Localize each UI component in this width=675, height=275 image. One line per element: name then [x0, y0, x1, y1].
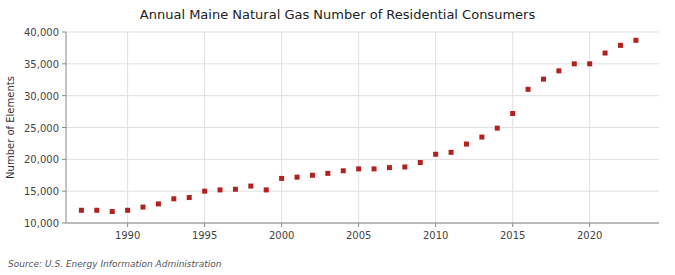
tick [62, 159, 66, 160]
point [94, 208, 99, 213]
tick [62, 191, 66, 192]
tick-label: 25,000 [24, 123, 59, 134]
tick [62, 63, 66, 64]
points [79, 38, 638, 214]
tick [62, 32, 66, 33]
point [171, 196, 176, 201]
grid-line [204, 32, 205, 223]
grid-line [66, 191, 659, 192]
point [479, 135, 484, 140]
tick-label: 1990 [115, 230, 140, 241]
grid-line [127, 32, 128, 223]
point [387, 165, 392, 170]
tick-label: 35,000 [24, 59, 59, 70]
tick-label: 10,000 [24, 218, 59, 229]
tick [589, 223, 590, 227]
grid-line [66, 159, 659, 160]
grid [66, 32, 659, 223]
grid-line [66, 32, 659, 33]
tick-label: 2015 [500, 230, 525, 241]
point [433, 152, 438, 157]
point [633, 38, 638, 43]
point [233, 187, 238, 192]
tick [62, 95, 66, 96]
point [295, 175, 300, 180]
point [279, 176, 284, 181]
point [572, 61, 577, 66]
tick-label: 2000 [269, 230, 294, 241]
point [79, 208, 84, 213]
grid-line [589, 32, 590, 223]
point [541, 77, 546, 82]
grid-line [66, 63, 659, 64]
point [356, 166, 361, 171]
axis-label: Number of Elements [5, 76, 16, 179]
point [510, 111, 515, 116]
tick-label: 2005 [346, 230, 371, 241]
grid-line [66, 95, 659, 96]
point [449, 150, 454, 155]
point [603, 51, 608, 56]
tick-label: 40,000 [24, 27, 59, 38]
y-axis [66, 32, 67, 223]
tick [435, 223, 436, 227]
point [341, 168, 346, 173]
point [587, 61, 592, 66]
point [156, 201, 161, 206]
point [264, 187, 269, 192]
grid-line [358, 32, 359, 223]
point [202, 189, 207, 194]
point [218, 187, 223, 192]
tick [281, 223, 282, 227]
point [248, 184, 253, 189]
point [141, 205, 146, 210]
point [402, 164, 407, 169]
point [187, 195, 192, 200]
point [556, 68, 561, 73]
point [495, 126, 500, 131]
grid-line [435, 32, 436, 223]
tick-label: 30,000 [24, 91, 59, 102]
tick-label: 20,000 [24, 154, 59, 165]
tick-label: 2010 [423, 230, 448, 241]
tick-label: 15,000 [24, 186, 59, 197]
grid-line [512, 32, 513, 223]
tick-label: 2020 [577, 230, 602, 241]
point [110, 209, 115, 214]
tick-label: 1995 [192, 230, 217, 241]
tick [62, 127, 66, 128]
grid-line [66, 223, 659, 224]
point [372, 166, 377, 171]
point [618, 43, 623, 48]
tick [512, 223, 513, 227]
annotation: Source: U.S. Energy Information Administ… [8, 259, 222, 269]
point [310, 173, 315, 178]
tick [127, 223, 128, 227]
point [464, 142, 469, 147]
chart: Annual Maine Natural Gas Number of Resid… [0, 0, 675, 275]
tick [204, 223, 205, 227]
point [325, 171, 330, 176]
grid-line [281, 32, 282, 223]
point [125, 208, 130, 213]
point [526, 87, 531, 92]
tick [358, 223, 359, 227]
grid-line [66, 127, 659, 128]
point [418, 160, 423, 165]
title: Annual Maine Natural Gas Number of Resid… [140, 7, 536, 22]
x-axis [66, 223, 659, 224]
tick [62, 223, 66, 224]
